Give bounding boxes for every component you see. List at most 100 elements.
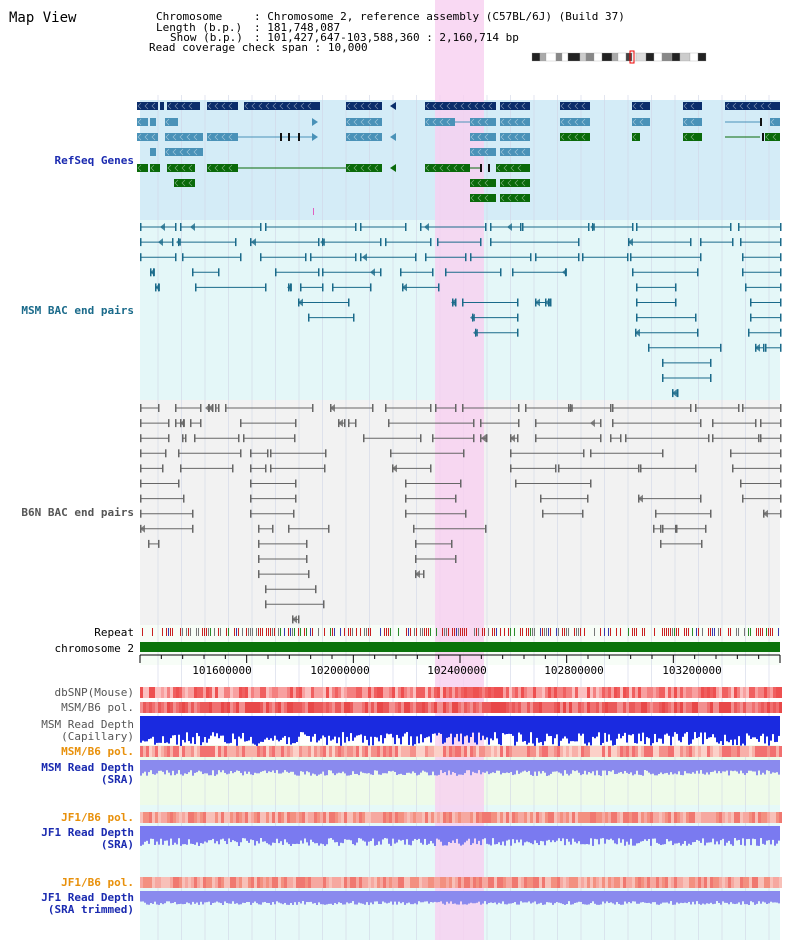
heatmap-cell	[512, 877, 515, 888]
heatmap-cell	[605, 812, 608, 823]
gene-strand-mark	[353, 133, 358, 141]
bac-end-arrow	[320, 238, 325, 247]
read-depth-bar	[510, 891, 512, 904]
read-depth-bar	[604, 826, 606, 844]
heatmap-cell	[320, 746, 323, 757]
read-depth-bar	[402, 760, 404, 775]
read-depth-bar	[584, 760, 586, 771]
ideogram-band	[645, 52, 655, 62]
bac-end-marker	[423, 570, 425, 579]
track-label-repeat: Repeat	[94, 626, 134, 639]
read-depth-bar	[608, 891, 610, 903]
read-depth-bar	[388, 826, 390, 844]
read-depth-bar	[180, 891, 182, 904]
read-depth-bar	[532, 716, 534, 744]
heatmap-cell	[470, 746, 473, 757]
heatmap-cell	[395, 702, 398, 713]
read-depth-bar	[608, 716, 610, 735]
bac-end-marker	[780, 253, 782, 262]
heatmap-cell	[662, 702, 665, 713]
heatmap-cell	[305, 687, 308, 698]
read-depth-bar	[536, 716, 538, 738]
read-depth-bar	[642, 760, 644, 776]
read-depth-bar	[270, 891, 272, 905]
track-label-b6n-bac[interactable]: B6N BAC end pairs	[21, 506, 134, 519]
gene-strand-mark	[746, 102, 751, 110]
heatmap-cell	[668, 877, 671, 888]
gene-strand-mark	[432, 102, 437, 110]
heatmap-cell	[761, 746, 764, 757]
heatmap-cell	[719, 746, 722, 757]
heatmap-cell	[404, 877, 407, 888]
heatmap-cell	[692, 702, 695, 713]
heatmap-cell	[617, 687, 620, 698]
gene-strand-mark	[632, 102, 637, 110]
read-depth-bar	[256, 891, 258, 904]
gene-strand-arrow	[390, 164, 396, 172]
bac-end-marker	[636, 298, 638, 307]
bac-end-marker	[405, 223, 407, 231]
heatmap-cell	[515, 702, 518, 713]
show-info-row: Show (b.p.): 101,427,647-103,588,360 : 2…	[148, 32, 519, 43]
read-depth-bar	[396, 760, 398, 776]
heatmap-cell	[539, 877, 542, 888]
gene-exon	[137, 118, 148, 126]
read-depth-bar	[526, 760, 528, 773]
heatmap-cell	[335, 812, 338, 823]
heatmap-cell	[536, 687, 539, 698]
heatmap-cell	[623, 877, 626, 888]
track-label-msm-bac[interactable]: MSM BAC end pairs	[21, 304, 134, 317]
read-depth-bar	[262, 760, 264, 772]
read-depth-bar	[526, 826, 528, 842]
heatmap-cell	[485, 702, 488, 713]
read-depth-bar	[286, 716, 288, 745]
heatmap-cell	[731, 746, 734, 757]
heatmap-cell	[581, 702, 584, 713]
ideogram-band	[579, 52, 587, 62]
heatmap-cell	[587, 687, 590, 698]
repeat-element	[386, 628, 387, 636]
repeat-element	[350, 628, 351, 636]
heatmap-cell	[254, 702, 257, 713]
repeat-element	[698, 628, 699, 636]
gene-strand-mark	[639, 118, 644, 126]
heatmap-cell	[173, 746, 176, 757]
read-depth-bar	[656, 826, 658, 843]
read-depth-bar	[240, 891, 242, 905]
read-depth-bar	[678, 826, 680, 843]
heatmap-cell	[602, 746, 605, 757]
heatmap-cell	[347, 687, 350, 698]
heatmap-cell	[446, 746, 449, 757]
heatmap-cell	[671, 877, 674, 888]
heatmap-cell	[620, 812, 623, 823]
gene-strand-mark	[574, 133, 579, 141]
read-depth-bar	[204, 760, 206, 774]
read-depth-bar	[328, 891, 330, 904]
ideogram-band	[661, 52, 673, 62]
read-depth-bar	[650, 716, 652, 746]
heatmap-cell	[221, 702, 224, 713]
track-label-refseq[interactable]: RefSeq Genes	[54, 154, 134, 167]
bac-end-marker	[192, 268, 194, 277]
read-depth-bar	[326, 826, 328, 845]
read-depth-bar	[232, 826, 234, 841]
heatmap-cell	[431, 687, 434, 698]
heatmap-cell	[281, 702, 284, 713]
read-depth-bar	[562, 760, 564, 776]
heatmap-cell	[260, 812, 263, 823]
heatmap-cell	[575, 687, 578, 698]
heatmap-cell	[452, 746, 455, 757]
heatmap-cell	[605, 702, 608, 713]
heatmap-cell	[701, 746, 704, 757]
read-depth-bar	[598, 760, 600, 776]
read-depth-bar	[336, 826, 338, 843]
heatmap-cell	[149, 687, 152, 698]
heatmap-cell	[419, 877, 422, 888]
read-depth-bar	[424, 826, 426, 839]
heatmap-cell	[644, 812, 647, 823]
bac-end-marker	[390, 449, 392, 458]
read-depth-bar	[280, 891, 282, 904]
read-depth-bar	[428, 716, 430, 737]
heatmap-cell	[506, 877, 509, 888]
